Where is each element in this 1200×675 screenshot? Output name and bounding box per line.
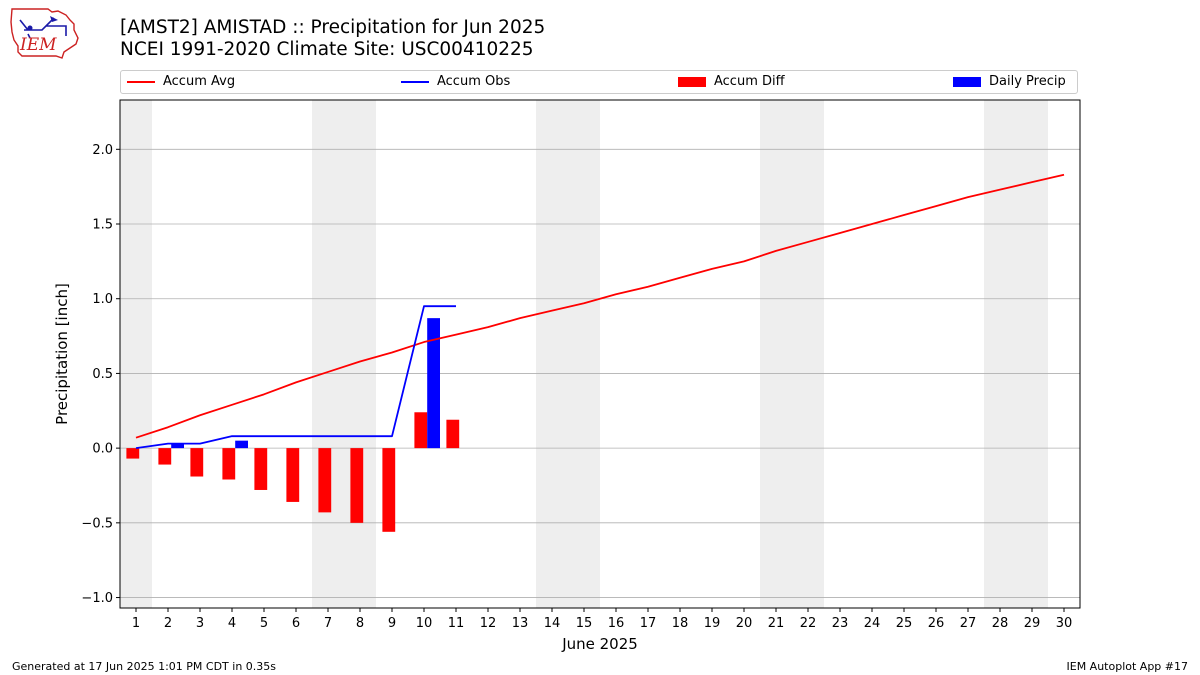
chart-title: [AMST2] AMISTAD :: Precipitation for Jun… [120,17,546,38]
x-tick-label: 6 [292,616,300,631]
x-tick-label: 10 [416,616,433,631]
accum-avg-line [135,173,1065,439]
y-tick-label: 1.5 [92,218,113,233]
x-tick-label: 3 [196,616,204,631]
x-axis-label: June 2025 [561,635,638,653]
x-tick-label: 20 [736,616,753,631]
accum-diff-bar [190,448,204,477]
accum-diff-bar [446,419,460,449]
app-note: IEM Autoplot App #17 [1066,660,1189,673]
x-tick-label: 18 [672,616,689,631]
accum-diff-bar [382,448,396,532]
weekend-band [344,100,376,608]
x-tick-label: 17 [640,616,657,631]
accum-diff-bar [318,448,332,513]
legend-label-accum-avg: Accum Avg [163,74,236,89]
weekend-band [568,100,600,608]
legend-item-accum-avg: Accum Avg [127,74,235,89]
chart-legend: Accum Avg Accum Obs Accum Diff Daily Pre… [120,70,1078,94]
y-tick-label: 0.0 [92,442,113,457]
weekend-band [312,100,344,608]
x-tick-label: 11 [448,616,465,631]
y-tick-label: 0.5 [92,367,113,382]
x-tick-label: 2 [164,616,172,631]
weekend-band [760,100,792,608]
chart-subtitle: NCEI 1991-2020 Climate Site: USC00410225 [120,39,534,60]
x-tick-label: 8 [356,616,364,631]
x-tick-label: 21 [768,616,785,631]
accum-diff-bar [350,448,364,523]
x-tick-label: 16 [608,616,625,631]
plot-frame [119,99,1081,609]
legend-item-daily-precip: Daily Precip [953,74,1066,89]
x-tick-label: 27 [960,616,977,631]
x-tick-label: 7 [324,616,332,631]
logo-text: IEM [19,35,57,55]
accum-diff-bar [222,448,236,480]
y-tick-label: 2.0 [92,143,113,158]
accum-diff-bar [414,412,428,449]
legend-swatch-accum-obs [401,80,429,83]
x-tick-label: 13 [512,616,529,631]
legend-label-accum-obs: Accum Obs [437,74,511,89]
x-tick-label: 12 [480,616,497,631]
x-tick-label: 29 [1024,616,1041,631]
y-tick-label: −1.0 [81,591,113,606]
legend-item-accum-obs: Accum Obs [401,74,510,89]
legend-swatch-accum-avg [127,80,155,83]
y-axis-label: Precipitation [inch] [53,283,71,425]
x-tick-label: 1 [132,616,140,631]
accum-obs-line [135,305,456,450]
weekend-band [1016,100,1048,608]
weekend-band [120,100,152,608]
weekend-band [536,100,568,608]
x-tick-label: 23 [832,616,849,631]
accum-diff-bar [286,448,300,502]
weekend-band [984,100,1016,608]
accum-diff-bar [254,448,268,490]
generated-note: Generated at 17 Jun 2025 1:01 PM CDT in … [12,660,277,673]
x-tick-label: 19 [704,616,721,631]
legend-item-accum-diff: Accum Diff [678,74,785,89]
x-tick-label: 22 [800,616,817,631]
y-tick-label: −0.5 [81,516,113,531]
y-tick-label: 1.0 [92,292,113,307]
legend-swatch-daily-precip [953,76,981,87]
accum-diff-bar [158,448,172,465]
x-tick-label: 26 [928,616,945,631]
daily-precip-bar [171,443,184,449]
x-tick-label: 15 [576,616,593,631]
x-tick-label: 24 [864,616,881,631]
iem-logo: IEM [10,8,79,59]
x-tick-label: 9 [388,616,396,631]
accum-diff-bar [126,448,140,459]
x-tick-label: 5 [260,616,268,631]
legend-label-daily-precip: Daily Precip [989,74,1066,89]
daily-precip-bar [235,440,248,449]
daily-precip-bar [427,318,440,449]
legend-swatch-accum-diff [678,76,706,87]
weekend-band [792,100,824,608]
x-tick-label: 28 [992,616,1009,631]
x-tick-label: 30 [1056,616,1073,631]
legend-label-accum-diff: Accum Diff [714,74,785,89]
x-tick-label: 4 [228,616,236,631]
x-tick-label: 14 [544,616,561,631]
x-tick-label: 25 [896,616,913,631]
